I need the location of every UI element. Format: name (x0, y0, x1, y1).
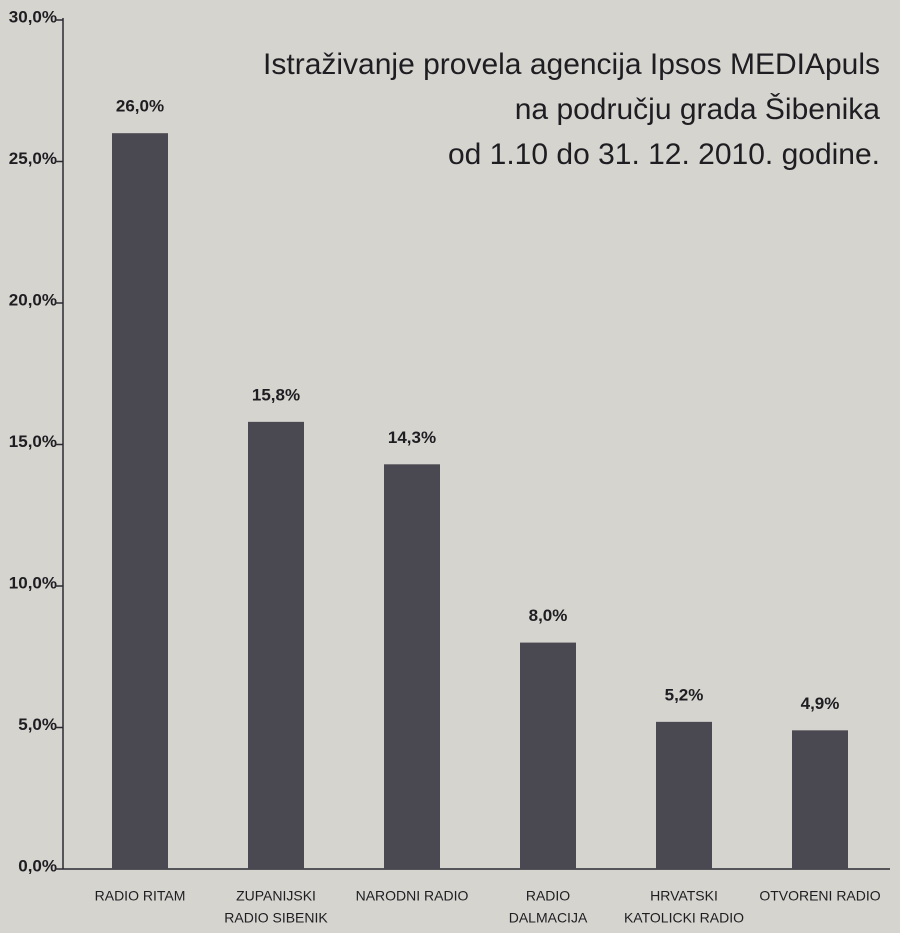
y-tick-label: 15,0% (9, 432, 57, 451)
y-tick-label: 5,0% (18, 715, 57, 734)
x-tick-label: NARODNI RADIO (356, 888, 469, 904)
y-tick-label: 10,0% (9, 573, 57, 592)
bar (384, 464, 440, 869)
y-tick-label: 20,0% (9, 290, 57, 309)
chart-title: Istraživanje provela agencija Ipsos MEDI… (263, 48, 880, 81)
data-label: 15,8% (252, 385, 300, 404)
x-tick-label: ZUPANIJSKI (236, 888, 316, 904)
data-label: 26,0% (116, 97, 164, 116)
data-label: 5,2% (665, 685, 704, 704)
x-tick-label: RADIO RITAM (95, 888, 186, 904)
chart-title: od 1.10 do 31. 12. 2010. godine. (448, 138, 880, 171)
x-tick-label: DALMACIJA (509, 910, 588, 926)
bar (248, 421, 304, 869)
bar (520, 642, 576, 869)
bar (792, 730, 848, 869)
x-tick-label: RADIO SIBENIK (224, 910, 328, 926)
x-tick-label: RADIO (526, 888, 570, 904)
data-label: 4,9% (801, 694, 840, 713)
y-tick-label: 30,0% (9, 7, 57, 26)
x-tick-label: HRVATSKI (650, 888, 718, 904)
data-label: 14,3% (388, 428, 436, 447)
x-tick-label: OTVORENI RADIO (759, 888, 880, 904)
bar (656, 721, 712, 869)
bar (112, 133, 168, 869)
chart-title: na području grada Šibenika (515, 92, 881, 126)
data-label: 8,0% (529, 606, 568, 625)
y-tick-label: 0,0% (18, 856, 57, 875)
y-tick-label: 25,0% (9, 149, 57, 168)
x-tick-label: KATOLICKI RADIO (624, 910, 744, 926)
